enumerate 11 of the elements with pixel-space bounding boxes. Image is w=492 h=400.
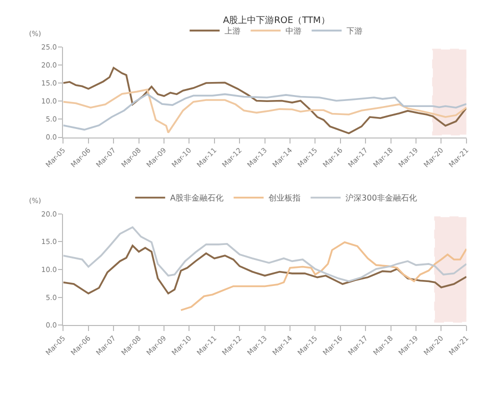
legend-label: 创业板指 (268, 194, 301, 203)
line-series (63, 66, 466, 134)
chart-title: A股上中下游ROE（TTM） (223, 15, 330, 26)
legend-label: A股非金融石化 (170, 194, 224, 203)
legend-label: 下游 (346, 26, 363, 36)
line-series (63, 244, 466, 294)
line-series (180, 241, 466, 312)
legend-label: 上游 (224, 26, 241, 36)
legend-label: 中游 (286, 26, 302, 36)
legend-label: 沪深300非金融石化 (346, 194, 417, 203)
line-series (63, 226, 466, 282)
